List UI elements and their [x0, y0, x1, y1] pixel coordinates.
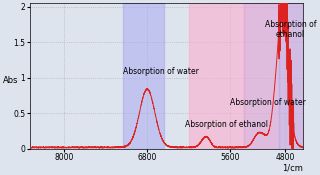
X-axis label: 1/cm: 1/cm — [282, 163, 303, 172]
Bar — [123, 3, 164, 149]
Bar — [244, 3, 279, 149]
Bar — [244, 3, 303, 149]
Bar — [189, 3, 244, 149]
Text: Absorption of water: Absorption of water — [230, 99, 306, 107]
Text: Absorption of water: Absorption of water — [123, 67, 199, 76]
Text: Absorption of
ethanol: Absorption of ethanol — [265, 20, 316, 39]
Text: Absorption of ethanol: Absorption of ethanol — [185, 120, 268, 129]
Bar — [279, 3, 303, 149]
Y-axis label: Abs: Abs — [3, 76, 18, 85]
